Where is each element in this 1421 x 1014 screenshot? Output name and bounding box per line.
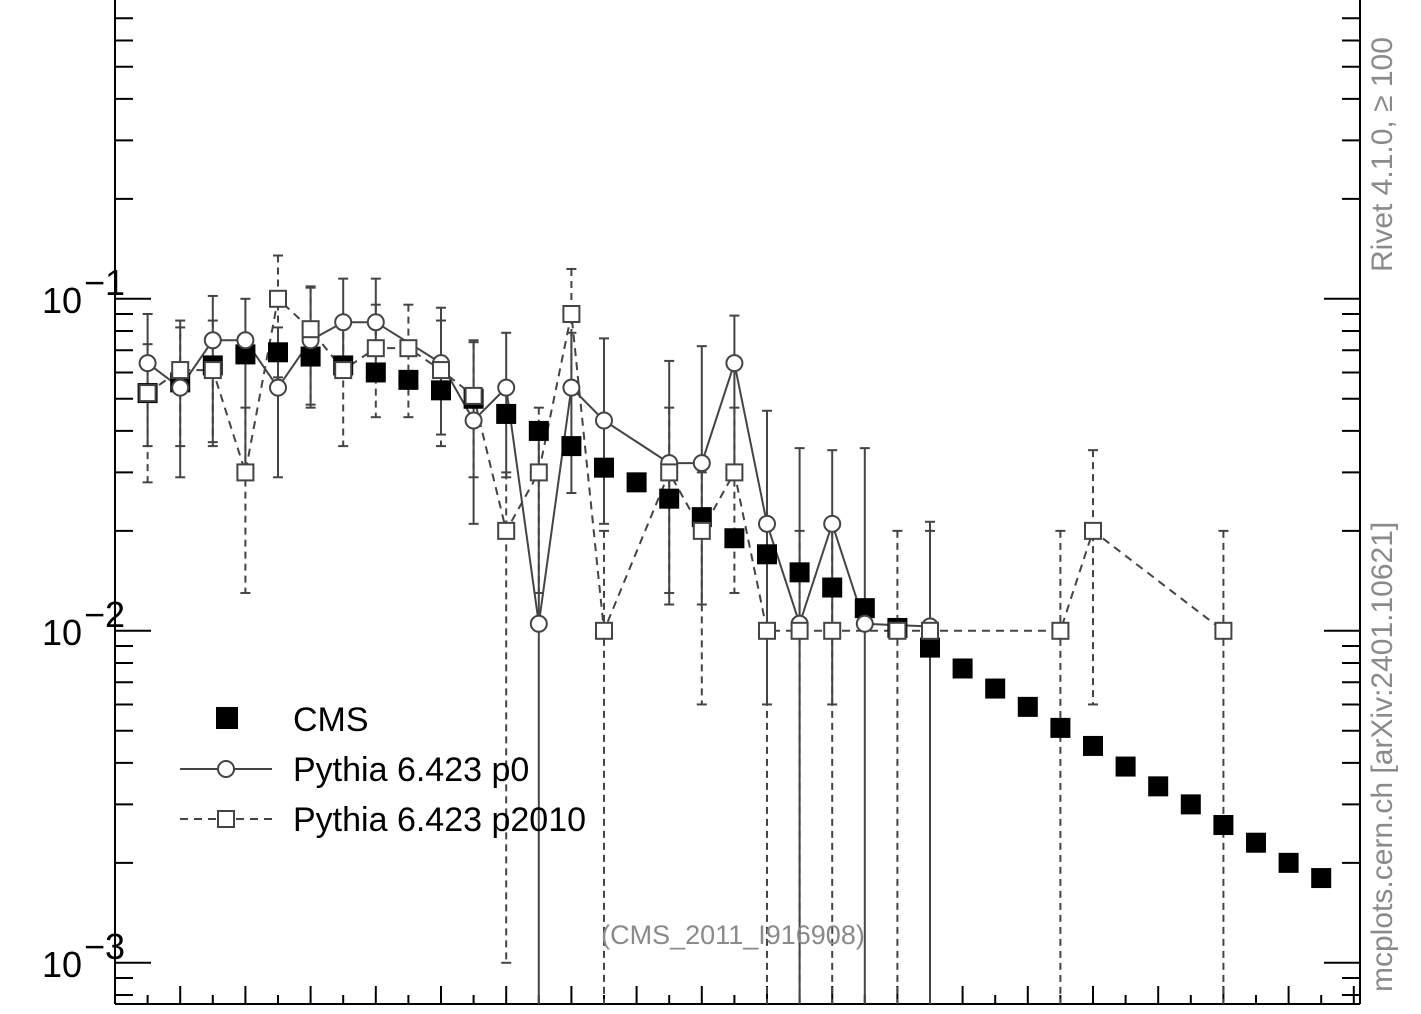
data-point-p2010 [301,320,320,339]
data-point-cms [365,362,386,383]
data-point-p2010 [790,621,809,640]
data-point-p0 [725,354,744,373]
legend-label-cms: CMS [293,701,369,739]
data-point-cms [985,678,1006,699]
data-point-cms [659,488,680,509]
data-point-cms [1050,717,1071,738]
data-point-p0 [269,378,287,397]
data-point-p0 [497,378,516,397]
data-point-cms [822,577,843,598]
y-tick-label-exponent: −3 [84,926,125,967]
data-point-cms [398,369,419,390]
data-point-p0 [562,378,581,397]
data-point-p2010 [236,463,255,482]
series-line [147,296,1225,632]
data-point-cms [1278,852,1299,873]
data-point-p2010 [171,361,190,380]
axis-ticks [114,17,1360,1004]
data-point-p0 [758,514,776,533]
data-point-cms [1148,776,1169,797]
data-point-p2010 [366,339,385,358]
y-tick-label-exponent: −1 [84,262,125,303]
data-point-cms [1213,815,1234,836]
data-point-p0 [692,454,711,473]
data-point-cms [1017,696,1038,717]
data-point-cms [1083,735,1103,756]
data-point-p2010 [399,339,418,358]
data-point-p0 [236,331,255,350]
legend-label-p0: Pythia 6.423 p0 [293,751,529,789]
data-point-p2010 [823,621,842,640]
data-point-p2010 [595,621,613,640]
legend-cms-marker [216,707,238,729]
data-point-cms [626,472,647,493]
data-point-cms [561,436,582,457]
data-point-p2010 [660,463,679,482]
data-point-p2010 [1214,621,1233,640]
data-point-p0 [138,354,157,373]
plot-frame [114,0,1361,1005]
legend-p2010-marker [217,810,235,828]
data-point-cms [920,637,940,658]
series-markers [137,289,1332,889]
data-point-cms [952,658,973,679]
data-point-p2010 [758,621,776,640]
y-tick-label-exponent: −2 [84,594,125,635]
legend: CMS Pythia 6.423 p0 Pythia 6.423 p2010 [180,701,586,839]
data-point-p2010 [432,361,450,380]
data-point-p2010 [203,361,222,380]
data-point-p2010 [464,386,483,405]
data-point-cms [757,544,777,565]
data-point-cms [789,562,810,583]
data-point-p0 [464,411,483,430]
data-point-cms [235,344,256,365]
data-point-cms [1115,756,1136,777]
data-point-p2010 [497,521,516,540]
data-point-cms [1180,794,1201,815]
data-point-p2010 [138,384,157,403]
data-point-p2010 [562,304,581,323]
data-point-cms [1246,832,1266,853]
data-point-p2010 [1084,521,1102,540]
series-line [146,321,931,628]
data-point-p0 [366,313,385,332]
y-tick-label: 10 [42,612,82,653]
y-tick-label: 10 [42,944,82,985]
data-point-cms [268,342,288,363]
data-point-cms [1311,868,1332,889]
series-lines [146,296,1225,632]
y-tick-label: 10 [42,280,82,321]
data-point-p0 [595,411,613,430]
data-point-cms [724,528,745,549]
data-point-cms [854,598,875,619]
data-point-cms [594,457,614,478]
data-point-p2010 [725,463,744,482]
data-point-p0 [171,378,190,397]
analysis-watermark: (CMS_2011_I916908) [601,920,865,950]
data-point-p2010 [334,361,353,380]
data-point-p2010 [529,463,548,482]
data-point-cms [528,420,549,441]
y-tick-labels: 10−110−210−3 [42,262,125,985]
data-point-cms [496,403,517,424]
data-point-p0 [855,614,874,633]
rivet-version-label: Rivet 4.1.0, ≥ 100 [1366,37,1399,272]
mcplots-label: mcplots.cern.ch [arXiv:2401.10621] [1366,522,1399,992]
legend-label-p2010: Pythia 6.423 p2010 [293,801,586,839]
data-point-p2010 [269,289,287,308]
legend-p0-marker [217,760,235,778]
data-point-p2010 [888,621,907,640]
data-point-cms [431,380,451,401]
data-point-p0 [823,514,842,533]
data-point-p0 [203,331,222,350]
data-point-cms [300,346,321,367]
data-point-p2010 [921,621,939,640]
data-point-p0 [529,614,548,633]
data-point-p2010 [692,521,711,540]
data-point-p2010 [1051,621,1070,640]
data-point-p0 [334,313,353,332]
